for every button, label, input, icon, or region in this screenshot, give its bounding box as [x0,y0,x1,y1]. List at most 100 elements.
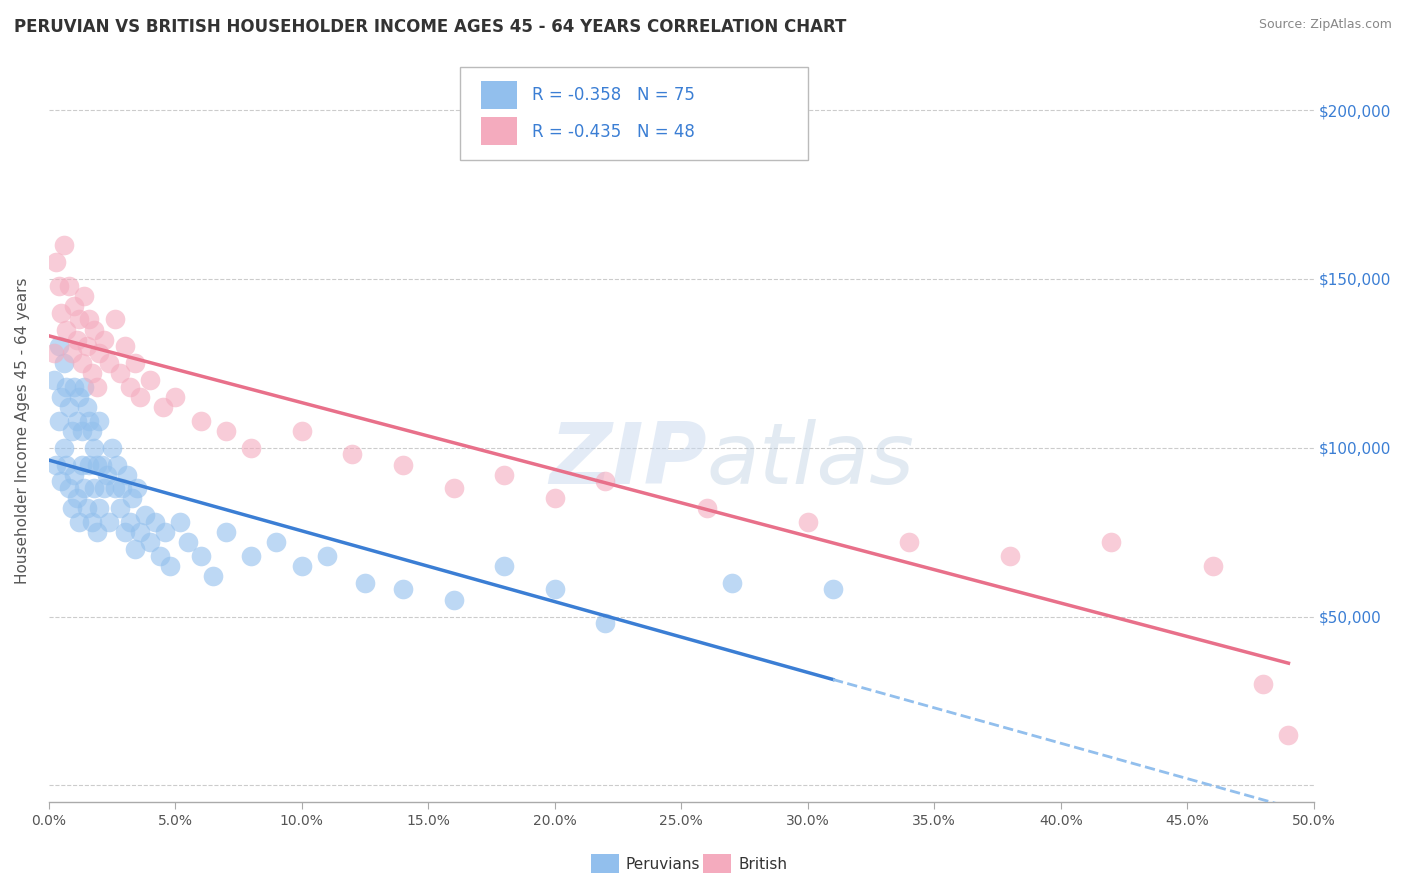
Point [60,424,83,438]
Point [86,525,108,540]
Point [58,401,80,415]
Point [73,481,96,495]
Point [177,535,200,549]
Point [48,278,70,293]
Point [266,535,288,549]
Point [65,333,87,347]
Point [127,481,149,495]
Point [83,481,105,495]
Point [108,501,131,516]
Point [897,535,920,549]
Point [595,616,617,631]
Point [159,558,181,573]
Point [80,515,103,529]
Text: Peruvians: Peruvians [626,857,700,872]
Point [67,515,90,529]
Bar [703,854,731,873]
Point [65,414,87,428]
Point [67,390,90,404]
Point [77,414,100,428]
Point [55,323,77,337]
Point [76,339,98,353]
Point [83,323,105,337]
Point [83,441,105,455]
Point [316,549,339,563]
Point [77,312,100,326]
Point [67,312,90,326]
Point [89,346,111,360]
Point [115,467,138,482]
Y-axis label: Householder Income Ages 45 - 64 years: Householder Income Ages 45 - 64 years [15,277,30,584]
Point [42,373,65,387]
Point [96,467,118,482]
Point [392,582,415,597]
Point [1277,728,1299,742]
Point [139,373,162,387]
Point [48,414,70,428]
Point [73,289,96,303]
Point [240,441,263,455]
Point [153,525,176,540]
Point [52,441,75,455]
Point [721,575,744,590]
Point [70,356,93,370]
FancyBboxPatch shape [460,67,808,160]
Point [55,380,77,394]
Point [143,515,166,529]
Point [70,458,93,472]
Point [105,458,128,472]
Point [51,475,73,489]
Point [58,278,80,293]
Point [103,481,125,495]
Point [89,414,111,428]
Point [63,467,86,482]
Text: Source: ZipAtlas.com: Source: ZipAtlas.com [1258,18,1392,31]
Point [48,339,70,353]
Bar [481,81,517,110]
Text: PERUVIAN VS BRITISH HOUSEHOLDER INCOME AGES 45 - 64 YEARS CORRELATION CHART: PERUVIAN VS BRITISH HOUSEHOLDER INCOME A… [14,18,846,36]
Point [190,549,212,563]
Point [86,458,108,472]
Point [354,575,377,590]
Point [76,401,98,415]
Point [114,525,136,540]
Point [45,255,67,269]
Point [128,390,150,404]
Point [202,569,225,583]
Point [1099,535,1122,549]
Point [45,458,67,472]
Point [90,458,112,472]
Point [544,582,567,597]
Point [86,380,108,394]
Point [76,501,98,516]
Point [291,558,314,573]
Point [595,475,617,489]
Point [215,424,238,438]
Point [124,541,146,556]
Point [165,390,187,404]
Point [80,424,103,438]
Point [55,458,77,472]
Bar [481,117,517,145]
Point [169,515,191,529]
Point [121,491,143,506]
Point [70,424,93,438]
Point [392,458,415,472]
Point [134,508,156,523]
Point [443,592,465,607]
Point [52,238,75,252]
Point [149,549,172,563]
Point [998,549,1021,563]
Text: R = -0.435   N = 48: R = -0.435 N = 48 [531,122,695,141]
Point [111,481,134,495]
Point [108,367,131,381]
Point [103,312,125,326]
Point [124,356,146,370]
Point [696,501,718,516]
Point [443,481,465,495]
Point [342,448,364,462]
Point [60,346,83,360]
Point [118,515,141,529]
Point [42,346,65,360]
Point [89,501,111,516]
